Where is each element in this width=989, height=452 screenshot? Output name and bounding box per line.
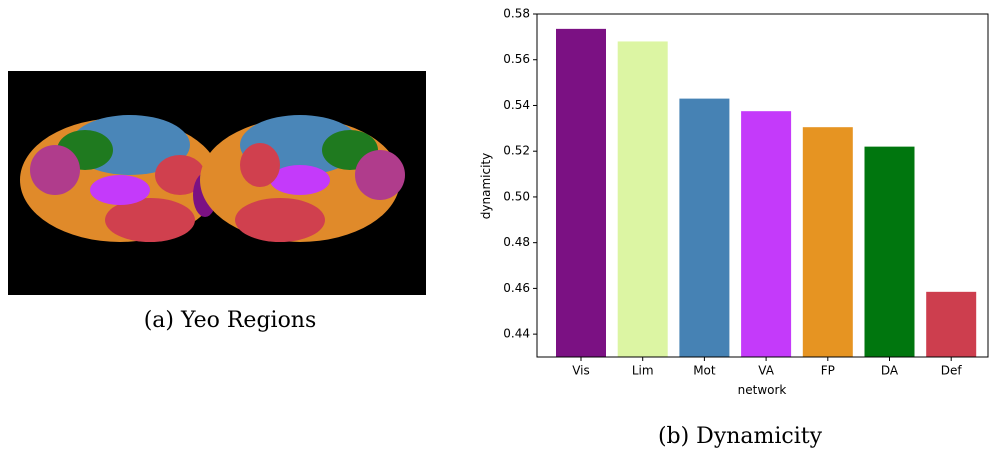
- bar: [618, 41, 668, 357]
- bar: [926, 292, 976, 357]
- bar: [865, 147, 915, 357]
- x-tick-label: FP: [821, 364, 835, 378]
- caption: (a) Yeo Regions: [144, 308, 317, 333]
- x-tick-label: Def: [941, 364, 963, 378]
- figure: (a) Yeo Regions (b) Dynamicity network d…: [0, 0, 989, 452]
- x-tick-label: Mot: [693, 364, 716, 378]
- x-tick-label: Vis: [572, 364, 590, 378]
- bar: [741, 111, 791, 357]
- bar: [556, 29, 606, 357]
- x-axis-label: network: [738, 383, 787, 397]
- brain-image: [8, 71, 426, 295]
- y-tick-label: 0.52: [503, 144, 530, 158]
- x-tick-label: Lim: [632, 364, 654, 378]
- bar: [679, 99, 729, 357]
- y-tick-label: 0.44: [503, 327, 530, 341]
- caption: (b) Dynamicity: [658, 424, 823, 449]
- x-tick-label: VA: [758, 364, 774, 378]
- y-tick-label: 0.48: [503, 235, 530, 249]
- y-tick-label: 0.46: [503, 281, 530, 295]
- y-tick-label: 0.58: [503, 7, 530, 21]
- y-axis-label: dynamicity: [479, 153, 493, 219]
- x-tick-label: DA: [881, 364, 899, 378]
- y-tick-label: 0.54: [503, 98, 530, 112]
- page: {"captions": ["(a) Yeo Regions", "(b) Dy…: [0, 0, 989, 452]
- y-tick-label: 0.56: [503, 52, 530, 66]
- bar: [803, 127, 853, 357]
- y-tick-label: 0.50: [503, 189, 530, 203]
